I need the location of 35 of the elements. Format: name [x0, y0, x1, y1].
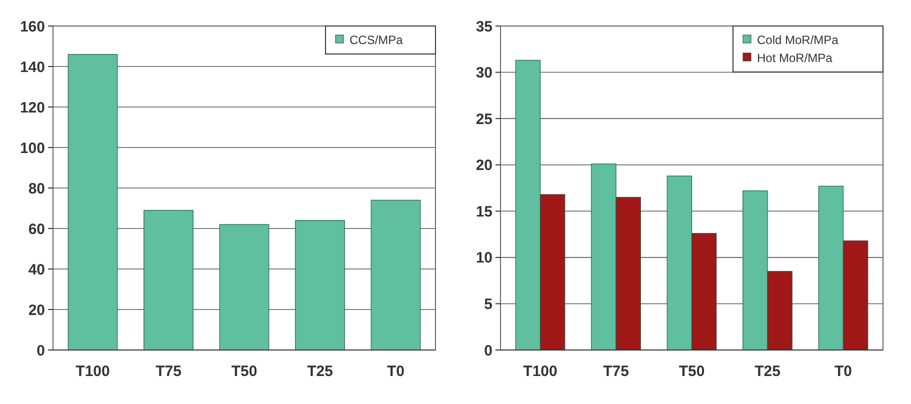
x-tick-label: T100: [76, 363, 110, 380]
y-tick-label: 80: [28, 180, 45, 198]
bar: [68, 54, 118, 350]
legend-label: Hot MoR/MPa: [757, 51, 833, 66]
y-tick-label: 0: [36, 342, 45, 360]
y-tick-label: 140: [20, 58, 45, 76]
y-tick-label: 60: [28, 220, 45, 238]
y-tick-label: 5: [484, 296, 492, 313]
y-tick-label: 25: [476, 110, 492, 128]
y-tick-label: 20: [476, 157, 492, 174]
legend-label: Cold MoR/MPa: [757, 33, 839, 48]
y-tick-label: 40: [28, 261, 45, 278]
bar: [219, 224, 270, 350]
x-tick-label: T100: [523, 363, 558, 380]
y-tick-label: 10: [476, 250, 492, 267]
legend-label: CCS/MPa: [350, 33, 404, 48]
x-tick-label: T0: [386, 363, 404, 380]
y-tick-label: 160: [20, 18, 45, 36]
y-tick-label: 30: [476, 64, 492, 82]
x-tick-label: T25: [307, 363, 333, 380]
bar: [370, 200, 421, 350]
y-tick-label: 35: [476, 18, 492, 36]
y-tick-label: 0: [484, 342, 492, 360]
x-tick-label: T75: [156, 363, 182, 380]
y-tick-label: 15: [476, 203, 492, 220]
bar: [295, 220, 345, 350]
y-tick-label: 100: [20, 140, 45, 157]
x-tick-label: T25: [754, 363, 780, 380]
x-tick-label: T75: [603, 363, 629, 380]
bar: [144, 210, 194, 350]
y-tick-label: 20: [28, 302, 45, 319]
x-tick-label: T50: [678, 363, 705, 380]
y-tick-label: 120: [20, 99, 45, 116]
x-tick-label: T50: [231, 363, 258, 380]
x-tick-label: T0: [834, 363, 852, 380]
